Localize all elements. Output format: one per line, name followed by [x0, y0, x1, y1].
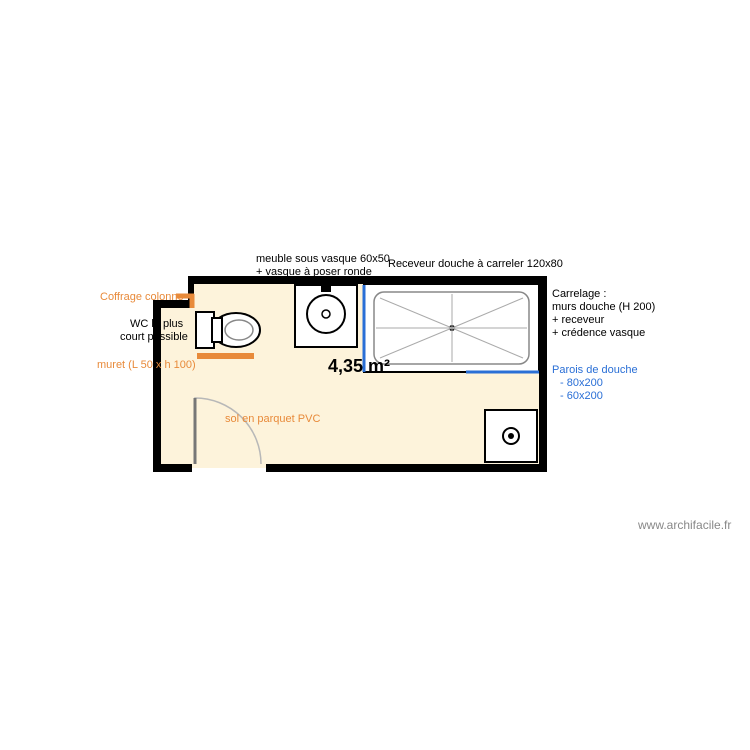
- appliance-port-center: [508, 433, 514, 439]
- label-carrelage-l1: murs douche (H 200): [552, 301, 655, 315]
- label-meuble-l2: + vasque à poser ronde: [256, 266, 372, 280]
- label-receveur: Receveur douche à carreler 120x80: [388, 258, 563, 272]
- label-parois-l2: - 60x200: [560, 390, 603, 404]
- label-meuble-l1: meuble sous vasque 60x50: [256, 253, 390, 267]
- vanity-sink: [307, 295, 345, 333]
- label-carrelage-title: Carrelage :: [552, 288, 606, 302]
- label-wc-l1: WC le plus: [130, 318, 183, 332]
- label-carrelage-l3: + crédence vasque: [552, 327, 645, 341]
- faucet: [321, 286, 331, 292]
- label-muret: muret (L 50 x h 100): [97, 359, 196, 373]
- label-parois-title: Parois de douche: [552, 364, 638, 378]
- label-carrelage-l2: + receveur: [552, 314, 604, 328]
- label-parois-l1: - 80x200: [560, 377, 603, 391]
- label-sol: sol en parquet PVC: [225, 413, 320, 427]
- label-coffrage: Coffrage colonne: [100, 291, 184, 305]
- label-wc-l2: court possible: [120, 331, 188, 345]
- toilet: [196, 312, 260, 348]
- door-opening-floor: [192, 463, 266, 468]
- area-label: 4,35 m²: [328, 356, 390, 377]
- watermark: www.archifacile.fr: [638, 518, 731, 532]
